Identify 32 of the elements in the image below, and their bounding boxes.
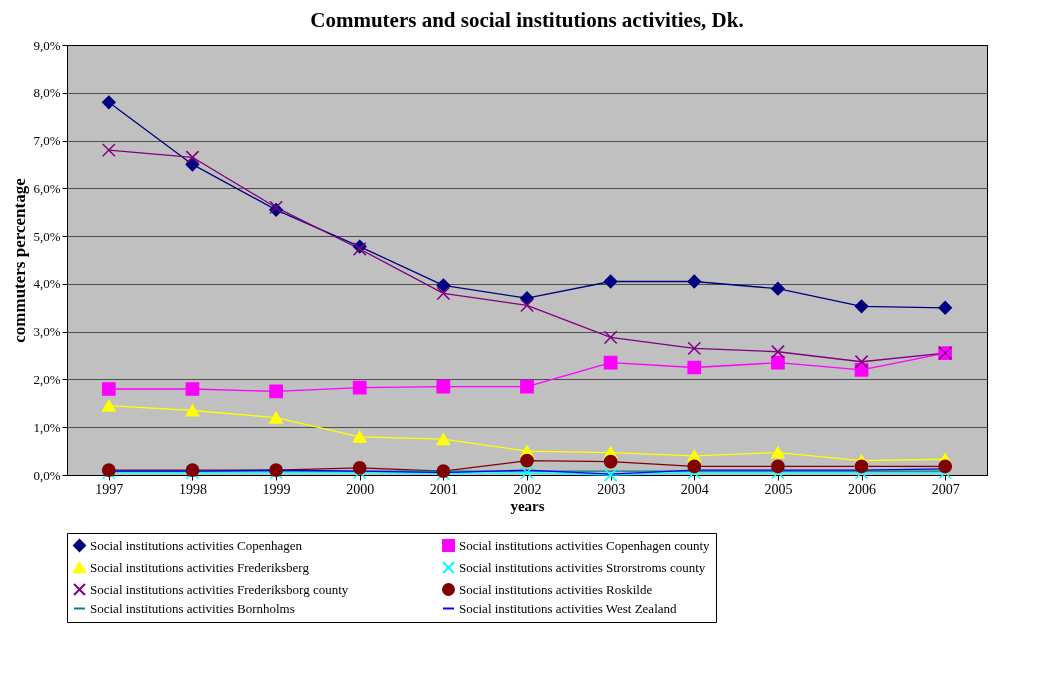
x-tick-label: 2003 [597, 481, 626, 497]
legend-label: Social institutions activities Copenhagen county [459, 537, 711, 553]
y-tick-label: 0,0% [33, 467, 61, 483]
y-tick-label: 5,0% [33, 228, 61, 244]
x-tick-label: 2007 [931, 481, 960, 497]
x-tick-label: 1999 [262, 481, 291, 497]
legend-label: Social institutions activities Frederiksberg [90, 559, 310, 575]
legend-label: Social institutions activities West Zealand [459, 600, 678, 616]
legend-label: Social institutions activities Frederiksborg county [90, 581, 349, 597]
legend-label: Social institutions activities Strorstroms county [459, 559, 706, 575]
x-tick-label: 2001 [429, 481, 458, 497]
y-tick-label: 1,0% [33, 419, 61, 435]
x-tick-label: 2005 [764, 481, 793, 497]
x-tick-label: 2006 [848, 481, 877, 497]
legend-label: Social institutions activities Copenhagen [90, 537, 303, 553]
y-tick-label: 2,0% [33, 371, 61, 387]
chart-title: Commuters and social institutions activities, Dk. [310, 8, 744, 32]
legend-label: Social institutions activities Roskilde [459, 581, 653, 597]
x-tick-label: 1997 [95, 481, 124, 497]
y-tick-label: 3,0% [33, 324, 61, 340]
x-tick-label: 2004 [680, 481, 709, 497]
y-tick-label: 6,0% [33, 180, 61, 196]
x-axis-title: years [510, 497, 545, 514]
legend-label: Social institutions activities Bornholms [90, 600, 295, 616]
x-tick-label: 2002 [513, 481, 542, 497]
y-axis-title: commuters percentage [10, 177, 30, 343]
y-tick-label: 4,0% [33, 276, 61, 292]
y-tick-label: 9,0% [33, 37, 61, 53]
y-tick-label: 8,0% [33, 85, 61, 101]
y-tick-label: 7,0% [33, 133, 61, 149]
x-tick-label: 2000 [346, 481, 375, 497]
x-tick-label: 1998 [178, 481, 207, 497]
